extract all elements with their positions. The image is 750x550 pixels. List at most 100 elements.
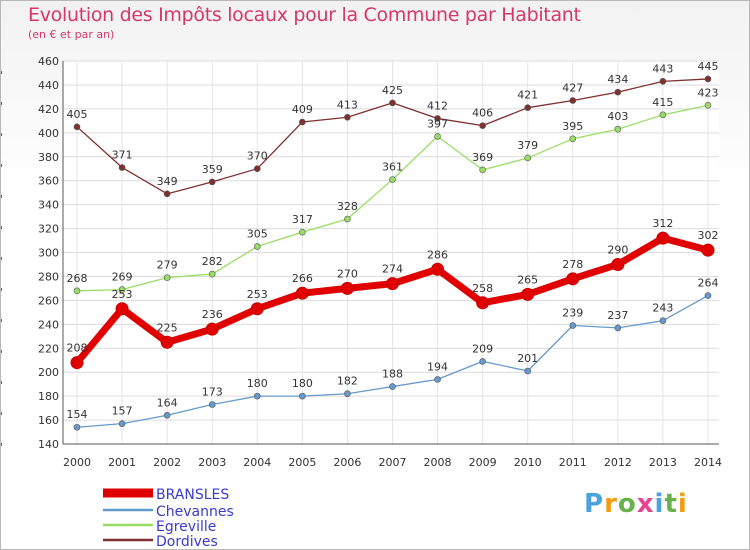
data-point	[524, 104, 532, 111]
data-label: 445	[697, 60, 718, 73]
data-label: 237	[607, 309, 628, 322]
x-tick-label: 2002	[153, 456, 181, 469]
data-point	[479, 358, 486, 365]
y-tick-label: 460	[38, 55, 59, 68]
data-point	[659, 111, 667, 119]
y-tick-label: 420	[38, 103, 59, 116]
data-label: 434	[607, 73, 628, 86]
legend-label: BRANSLES	[156, 487, 229, 503]
data-point	[704, 292, 712, 299]
data-point	[344, 215, 351, 223]
x-tick-label: 2007	[378, 456, 406, 469]
data-label: 236	[202, 308, 223, 321]
x-tick-label: 2005	[288, 456, 316, 469]
data-label: 253	[112, 288, 133, 301]
data-label: 361	[382, 160, 403, 173]
x-tick-label: 2010	[514, 456, 542, 469]
data-label: 403	[607, 110, 628, 123]
data-point	[704, 101, 712, 109]
data-point	[701, 243, 715, 257]
x-tick-label: 2008	[424, 456, 452, 469]
data-point	[476, 296, 490, 310]
data-label: 409	[292, 103, 313, 116]
y-tick-label: 240	[38, 318, 59, 331]
data-point	[118, 420, 126, 427]
data-point	[614, 125, 622, 133]
data-point	[389, 383, 396, 390]
data-label: 425	[382, 84, 403, 97]
x-tick-label: 2000	[63, 456, 91, 469]
data-label: 317	[292, 213, 313, 226]
y-tick-label: 380	[38, 151, 59, 164]
data-label: 225	[157, 321, 178, 334]
data-point	[205, 322, 219, 336]
data-point	[208, 178, 216, 186]
y-tick-label: 340	[38, 199, 59, 212]
y-tick-label: 220	[38, 342, 59, 355]
data-label: 412	[427, 99, 448, 112]
x-tick-label: 2006	[333, 456, 361, 469]
data-point	[389, 176, 396, 183]
data-point	[73, 287, 81, 295]
data-point	[569, 97, 577, 104]
data-point	[295, 286, 309, 300]
data-label: 243	[652, 302, 673, 315]
data-label: 395	[562, 120, 583, 133]
data-point	[253, 243, 261, 250]
data-point	[385, 277, 399, 291]
data-label: 371	[112, 149, 133, 162]
data-point	[521, 287, 535, 301]
data-point	[73, 123, 81, 131]
data-point	[614, 324, 622, 332]
y-tick-label: 360	[38, 175, 59, 188]
data-point	[299, 228, 306, 236]
data-point	[340, 281, 354, 295]
data-point	[524, 367, 532, 375]
data-point	[434, 133, 441, 140]
data-point	[524, 154, 532, 162]
data-label: 268	[67, 272, 88, 285]
data-point	[299, 118, 306, 126]
data-label: 209	[472, 342, 493, 355]
y-tick-label: 440	[38, 79, 59, 92]
legend-label: Dordives	[156, 534, 218, 549]
data-point	[344, 113, 351, 121]
data-label: 279	[157, 259, 178, 272]
y-tick-label: 320	[38, 223, 59, 236]
data-point	[299, 392, 306, 400]
data-point	[253, 165, 261, 173]
data-label: 413	[337, 98, 358, 111]
data-label: 423	[697, 86, 718, 99]
data-point	[569, 135, 577, 143]
proxiti-logo: Proxiti	[584, 489, 688, 519]
x-tick-label: 2001	[108, 456, 136, 469]
data-point	[569, 322, 577, 329]
data-label: 258	[472, 282, 493, 295]
data-label: 359	[202, 163, 223, 176]
data-label: 253	[247, 288, 268, 301]
x-tick-label: 2012	[604, 456, 632, 469]
x-tick-label: 2004	[243, 456, 271, 469]
x-tick-label: 2003	[198, 456, 226, 469]
data-point	[479, 122, 486, 129]
data-point	[163, 190, 171, 198]
data-label: 173	[202, 386, 223, 399]
data-label: 370	[247, 150, 268, 163]
data-label: 269	[112, 271, 133, 284]
data-label: 265	[517, 273, 538, 286]
data-point	[208, 270, 216, 278]
y-tick-label: 280	[38, 270, 59, 283]
data-point	[118, 286, 126, 293]
y-tick-label: 180	[38, 390, 59, 403]
y-tick-label: 140	[38, 438, 59, 451]
data-label: 328	[337, 200, 358, 213]
data-point	[434, 115, 441, 122]
data-point	[163, 411, 171, 419]
data-label: 397	[427, 117, 448, 130]
data-label: 154	[67, 408, 88, 421]
data-label: 406	[472, 107, 493, 120]
data-label: 421	[517, 89, 538, 102]
data-label: 349	[157, 175, 178, 188]
